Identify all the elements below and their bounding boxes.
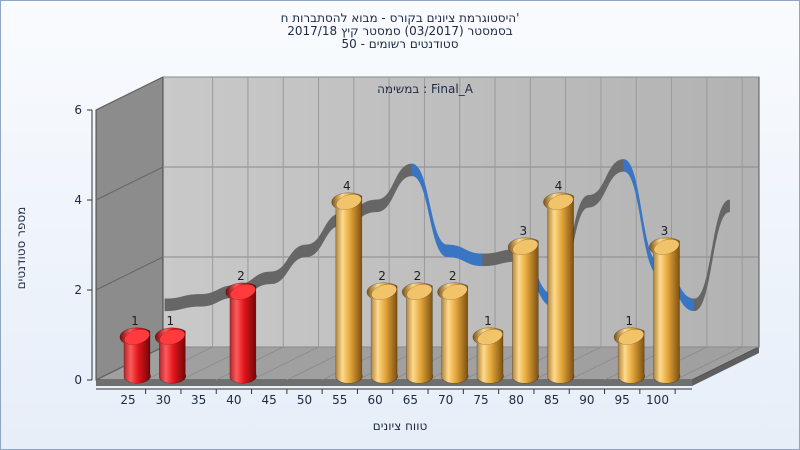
- bar-top-100: [653, 239, 680, 255]
- x-tick-label: 40: [226, 393, 241, 407]
- bar-label-30: 1: [166, 314, 174, 328]
- bar-label-75: 1: [484, 314, 492, 328]
- x-tick-label: 75: [473, 393, 488, 407]
- x-axis-label: טווח ציונים: [372, 419, 428, 433]
- y-tick-label: 4: [74, 193, 82, 207]
- trend-ribbon-segment: [694, 199, 730, 312]
- bar-85: [543, 192, 575, 384]
- bar-label-85: 4: [555, 179, 563, 193]
- bar-80: [507, 237, 540, 384]
- x-tick-label: 65: [403, 393, 418, 407]
- title-line-1: היסטוגרמת ציונים בקורס - מבוא להסתברות ח…: [280, 11, 520, 25]
- chart-title: היסטוגרמת ציונים בקורס - מבוא להסתברות ח…: [240, 12, 560, 51]
- title-line-2: בסמסטר (03/2017) סמסטר קיץ 2017/18: [287, 24, 513, 38]
- grid-line-floor: [674, 346, 743, 381]
- y-tick-label: 6: [74, 103, 82, 117]
- bar-label-65: 2: [414, 269, 422, 283]
- bar-label-55: 4: [343, 179, 351, 193]
- x-tick-label: 45: [262, 393, 277, 407]
- y-axis-label: מספר סטודנטים: [14, 206, 28, 290]
- bar-40: [225, 282, 257, 384]
- bar-label-40: 2: [237, 269, 245, 283]
- y-tick-label: 0: [74, 373, 82, 387]
- x-tick-label: 80: [509, 393, 524, 407]
- x-tick-label: 95: [615, 393, 630, 407]
- bar-top-25: [124, 329, 150, 345]
- x-tick-label: 30: [156, 393, 171, 407]
- x-tick-label: 70: [438, 393, 453, 407]
- y-tick-label: 2: [74, 283, 82, 297]
- bar-top-85: [547, 194, 574, 210]
- x-tick-label: 85: [544, 393, 559, 407]
- bar-top-75: [477, 329, 503, 345]
- bar-label-100: 3: [661, 224, 669, 238]
- bar-label-25: 1: [131, 314, 139, 328]
- bar-55: [331, 192, 363, 384]
- bar-top-95: [618, 329, 645, 345]
- grid-line-side: [95, 76, 164, 111]
- x-tick-label: 35: [191, 393, 206, 407]
- bar-label-80: 3: [519, 224, 527, 238]
- bar-top-40: [230, 284, 256, 300]
- bar-70: [437, 282, 469, 384]
- bar-top-55: [335, 194, 362, 210]
- title-line-3: סטודנטים רשומים - 50: [341, 37, 459, 51]
- x-tick-label: 55: [332, 393, 347, 407]
- bar-top-70: [441, 284, 468, 300]
- x-tick-label: 25: [120, 393, 135, 407]
- x-tick-label: 90: [579, 393, 594, 407]
- bar-65: [402, 282, 434, 384]
- x-tick-label: 100: [646, 393, 669, 407]
- chart-subtitle: במשימה : Final_A: [377, 82, 473, 96]
- bar-top-30: [159, 329, 186, 345]
- bar-top-60: [371, 284, 397, 300]
- grid-line-side: [95, 166, 164, 201]
- bar-label-95: 1: [625, 314, 633, 328]
- bar-top-65: [406, 284, 433, 300]
- x-tick-label: 60: [367, 393, 382, 407]
- bar-100: [649, 237, 681, 384]
- bar-label-70: 2: [449, 269, 457, 283]
- floor-side-edge: [692, 347, 759, 386]
- bar-label-60: 2: [378, 269, 386, 283]
- grid-line-side: [95, 256, 164, 291]
- bar-60: [366, 282, 398, 384]
- x-tick-label: 50: [297, 393, 312, 407]
- bar-top-80: [512, 239, 539, 255]
- grid-line-floor: [251, 346, 319, 381]
